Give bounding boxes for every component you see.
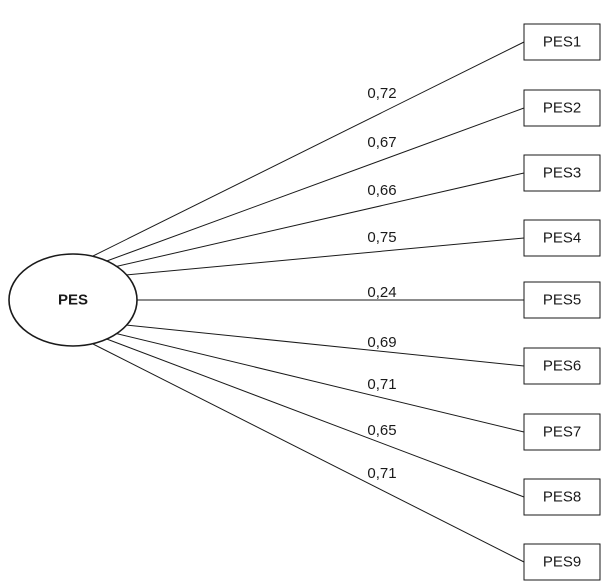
latent-factor: PES xyxy=(8,253,138,347)
loading-label-pes6: 0,69 xyxy=(367,334,396,351)
path-pes-to-pes3 xyxy=(113,172,525,268)
latent-ellipse xyxy=(8,253,138,347)
indicator-label-pes4: PES4 xyxy=(543,230,581,247)
indicator-box-pes6 xyxy=(523,347,601,385)
indicator-label-pes8: PES8 xyxy=(543,489,581,506)
loading-label-pes9: 0,71 xyxy=(367,465,396,482)
path-pes-to-pes6 xyxy=(125,324,525,367)
indicator-list: PES1 PES2 PES3 PES4 PES5 PES6 PES7 PES8 PES9 xyxy=(523,23,601,581)
indicator-box-pes8 xyxy=(523,478,601,516)
indicator-label-pes7: PES7 xyxy=(543,424,581,441)
indicator-box-pes2 xyxy=(523,89,601,127)
indicator-label-pes1: PES1 xyxy=(543,34,581,51)
indicator-label-pes3: PES3 xyxy=(543,165,581,182)
indicator-label-pes9: PES9 xyxy=(543,554,581,571)
indicator-box-pes7 xyxy=(523,413,601,451)
path-pes-to-pes2 xyxy=(103,107,525,263)
loading-label-pes8: 0,65 xyxy=(367,422,396,439)
loading-label-pes5: 0,24 xyxy=(367,284,396,301)
loading-paths xyxy=(92,41,525,563)
indicator-box-pes9 xyxy=(523,543,601,581)
path-pes-to-pes1 xyxy=(92,41,525,257)
latent-label: PES xyxy=(58,292,88,309)
loading-label-pes2: 0,67 xyxy=(367,134,396,151)
indicator-box-pes5 xyxy=(523,281,601,319)
indicator-label-pes2: PES2 xyxy=(543,100,581,117)
loading-label-pes3: 0,66 xyxy=(367,182,396,199)
indicator-box-pes3 xyxy=(523,154,601,192)
indicator-box-pes4 xyxy=(523,219,601,257)
indicator-label-pes6: PES6 xyxy=(543,358,581,375)
loading-label-pes1: 0,72 xyxy=(367,85,396,102)
path-pes-to-pes7 xyxy=(113,332,525,433)
loading-label-pes7: 0,71 xyxy=(367,376,396,393)
path-pes-to-pes9 xyxy=(92,343,525,563)
path-pes-to-pes8 xyxy=(103,337,525,498)
indicator-box-pes1 xyxy=(523,23,601,61)
loading-labels: 0,72 0,67 0,66 0,75 0,24 0,69 0,71 0,65 0,71 xyxy=(367,85,396,482)
indicator-label-pes5: PES5 xyxy=(543,292,581,309)
loading-label-pes4: 0,75 xyxy=(367,229,396,246)
path-pes-to-pes4 xyxy=(125,237,525,276)
